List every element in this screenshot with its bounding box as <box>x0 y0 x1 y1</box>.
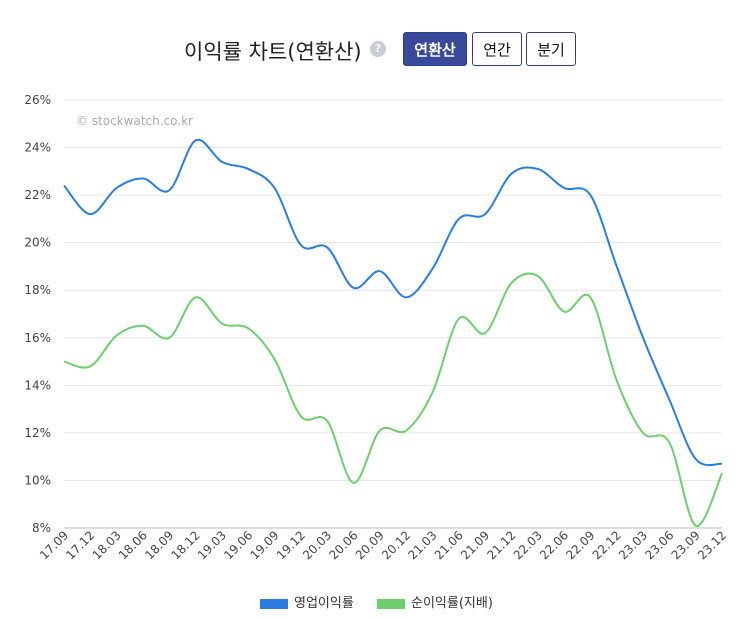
x-axis-labels: 17.0917.1218.0318.0618.0918.1219.0319.06… <box>37 528 729 562</box>
legend-label: 순이익률(지배) <box>411 596 493 611</box>
x-tick-label: 22.06 <box>537 528 571 562</box>
x-tick-label: 22.03 <box>511 528 545 562</box>
chart-header: 이익률 차트(연환산) ? 연환산 연간 분기 <box>0 32 744 68</box>
series-lines <box>63 138 723 527</box>
y-tick-label: 22% <box>24 188 51 202</box>
x-tick-label: 20.12 <box>379 528 413 562</box>
x-tick-label: 23.12 <box>695 528 729 562</box>
annualized-button[interactable]: 연환산 <box>403 32 467 66</box>
x-tick-label: 20.03 <box>300 528 334 562</box>
x-tick-label: 20.09 <box>353 528 387 562</box>
net-margin-line <box>63 272 723 527</box>
x-tick-label: 21.03 <box>405 528 439 562</box>
help-icon[interactable]: ? <box>370 41 386 57</box>
x-tick-label: 18.03 <box>90 528 124 562</box>
x-tick-label: 22.12 <box>590 528 624 562</box>
grid-lines <box>64 99 722 529</box>
operating-margin-line <box>63 138 723 467</box>
y-axis-labels: 8% 10% 12% 14% 16% 18% 20% 22% 24% 26% <box>24 93 51 535</box>
y-tick-label: 10% <box>24 473 51 487</box>
x-tick-label: 20.06 <box>326 528 360 562</box>
y-tick-label: 20% <box>24 236 51 250</box>
x-tick-label: 23.09 <box>669 528 703 562</box>
x-tick-label: 18.06 <box>116 528 150 562</box>
chart-title: 이익률 차트(연환산) <box>184 40 362 64</box>
x-tick-label: 19.09 <box>247 528 281 562</box>
y-tick-label: 14% <box>24 378 51 392</box>
legend-swatch <box>377 598 405 609</box>
annual-button[interactable]: 연간 <box>472 32 522 66</box>
legend: 영업이익률 순이익률(지배) <box>0 592 744 612</box>
x-tick-label: 22.09 <box>563 528 597 562</box>
y-tick-label: 18% <box>24 283 51 297</box>
x-tick-label: 21.09 <box>458 528 492 562</box>
x-tick-label: 19.03 <box>195 528 229 562</box>
x-tick-label: 23.06 <box>642 528 676 562</box>
legend-swatch <box>260 598 288 609</box>
x-tick-label: 17.12 <box>63 528 97 562</box>
y-tick-label: 24% <box>24 141 51 155</box>
legend-item-operating-margin[interactable]: 영업이익률 <box>260 592 354 611</box>
x-tick-label: 21.12 <box>484 528 518 562</box>
x-tick-label: 18.09 <box>142 528 176 562</box>
y-tick-label: 26% <box>24 93 51 107</box>
line-chart: 8% 10% 12% 14% 16% 18% 20% 22% 24% 26% © stockwat… <box>24 93 729 562</box>
legend-label: 영업이익률 <box>294 596 354 611</box>
x-tick-label: 19.06 <box>221 528 255 562</box>
x-tick-label: 21.06 <box>432 528 466 562</box>
y-tick-label: 8% <box>32 521 51 535</box>
watermark: © stockwatch.co.kr <box>76 114 193 128</box>
x-tick-label: 23.03 <box>616 528 650 562</box>
y-tick-label: 12% <box>24 426 51 440</box>
y-tick-label: 16% <box>24 331 51 345</box>
quarterly-button[interactable]: 분기 <box>526 32 576 66</box>
x-tick-label: 18.12 <box>169 528 203 562</box>
legend-item-net-margin[interactable]: 순이익률(지배) <box>377 592 493 611</box>
x-tick-label: 19.12 <box>274 528 308 562</box>
